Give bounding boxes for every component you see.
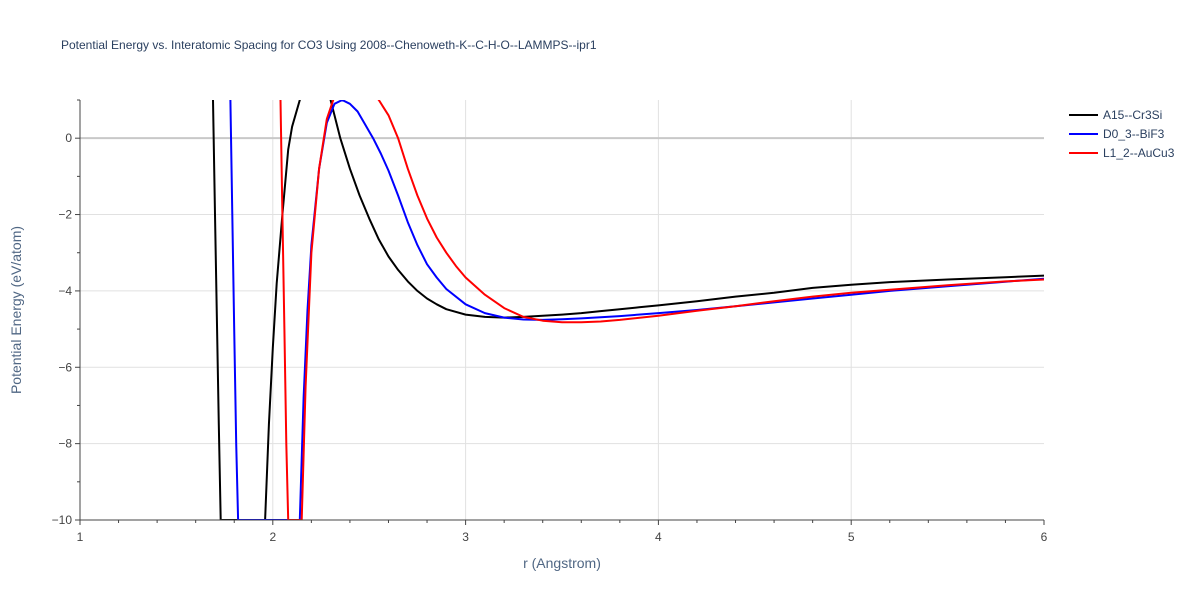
- legend[interactable]: A15--Cr3Si D0_3--BiF3 L1_2--AuCu3: [1069, 108, 1175, 160]
- series-group: [212, 77, 1045, 520]
- x-tick-label: 2: [269, 530, 276, 544]
- x-tick-label: 4: [655, 530, 662, 544]
- series-line-a15-cr3si[interactable]: [212, 77, 1044, 520]
- series-line-d0-3-bif3[interactable]: [229, 100, 1044, 520]
- series-line-l1-2-aucu3[interactable]: [279, 83, 1045, 520]
- x-axis: 1 2 3 4 5 6: [77, 519, 1048, 544]
- y-axis: 0 −2 −4 −6 −8 −10: [52, 99, 81, 527]
- y-axis-title: Potential Energy (eV/atom): [8, 226, 24, 394]
- x-axis-title: r (Angstrom): [523, 555, 601, 571]
- y-tick-label: −4: [58, 284, 72, 298]
- legend-label: A15--Cr3Si: [1103, 108, 1162, 122]
- y-tick-label: −6: [58, 360, 72, 374]
- x-tick-label: 3: [462, 530, 469, 544]
- grid-lines: [80, 100, 1044, 520]
- x-tick-label: 5: [848, 530, 855, 544]
- chart-title: Potential Energy vs. Interatomic Spacing…: [61, 38, 597, 52]
- legend-item[interactable]: D0_3--BiF3: [1069, 127, 1165, 141]
- y-tick-label: −2: [58, 208, 72, 222]
- x-tick-label: 1: [77, 530, 84, 544]
- legend-item[interactable]: L1_2--AuCu3: [1069, 146, 1175, 160]
- legend-label: L1_2--AuCu3: [1103, 146, 1175, 160]
- y-tick-label: 0: [65, 131, 72, 145]
- legend-item[interactable]: A15--Cr3Si: [1069, 108, 1162, 122]
- y-tick-label: −10: [52, 513, 73, 527]
- x-tick-label: 6: [1041, 530, 1048, 544]
- y-tick-label: −8: [58, 437, 72, 451]
- legend-label: D0_3--BiF3: [1103, 127, 1165, 141]
